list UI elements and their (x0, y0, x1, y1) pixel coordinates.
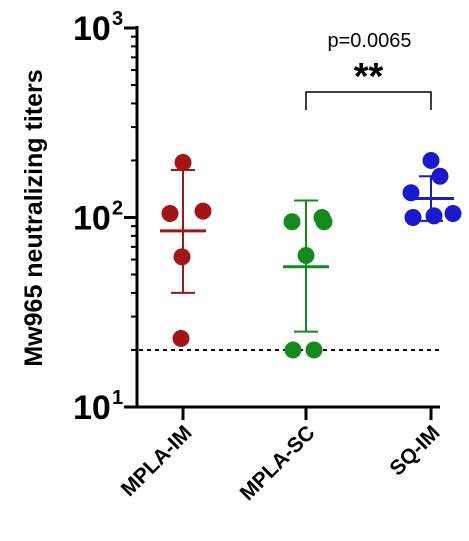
p-value-label: p=0.0065 (328, 30, 412, 52)
data-point (305, 341, 323, 359)
y-tick-label: 10 (73, 389, 111, 427)
group-mpla-im (160, 154, 212, 347)
data-point (422, 151, 440, 169)
y-tick-label: 10 (73, 200, 111, 238)
x-tick-label: MPLA-SC (236, 421, 320, 505)
data-point (284, 341, 302, 359)
group-sq-im (402, 151, 462, 226)
data-point (174, 154, 192, 172)
y-tick-label: 10 (73, 10, 111, 48)
data-point (404, 209, 422, 226)
significance-bracket (305, 91, 432, 110)
y-tick-exponent: 2 (112, 198, 123, 220)
group-mpla-sc (283, 199, 333, 359)
significance-stars: ** (354, 56, 384, 98)
data-point (283, 213, 301, 231)
data-point (315, 213, 333, 231)
data-point (161, 204, 179, 222)
data-point (444, 204, 462, 222)
significance-annotation: p=0.0065 ** (305, 30, 432, 110)
y-tick-exponent: 3 (112, 8, 123, 30)
data-point (172, 329, 190, 347)
x-tick-label: SQ-IM (385, 421, 444, 480)
data-groups (160, 151, 462, 359)
x-axis: MPLA-IM MPLA-SC SQ-IM (117, 405, 445, 505)
x-tick-label: MPLA-IM (117, 421, 197, 501)
y-axis-label: Mw965 neutralizing titers (20, 69, 48, 366)
y-tick-exponent: 1 (112, 387, 123, 409)
data-point (194, 202, 212, 220)
